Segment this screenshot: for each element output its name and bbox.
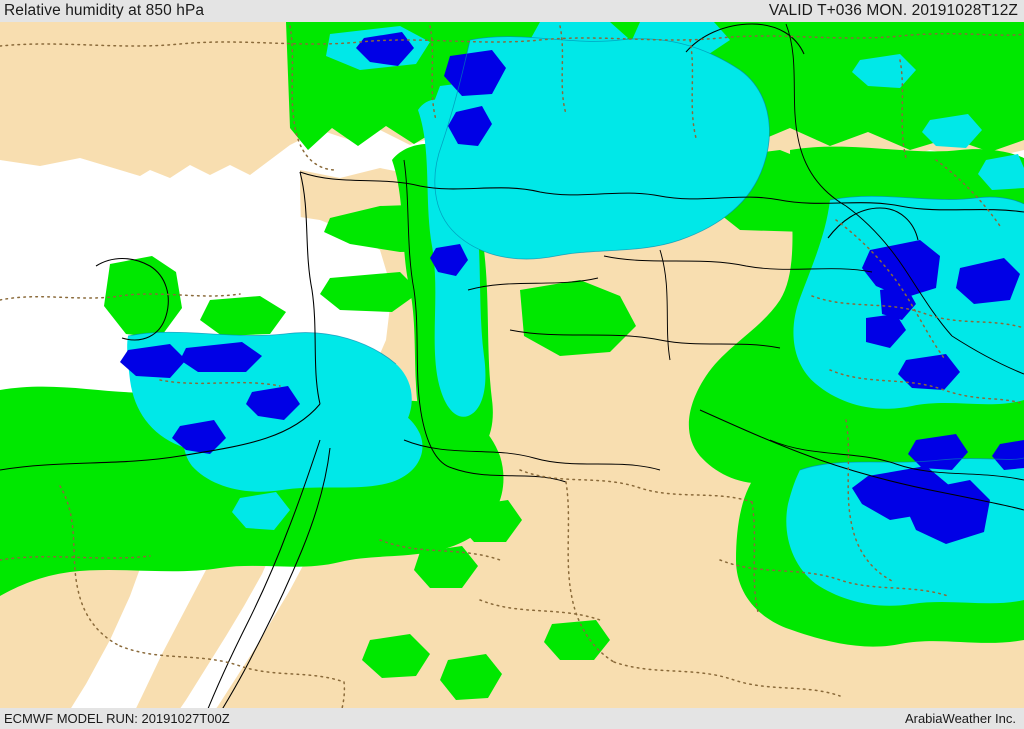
map-header-bar: Relative humidity at 850 hPa VALID T+036… xyxy=(0,0,1024,22)
attribution-label: ArabiaWeather Inc. xyxy=(904,711,1016,726)
political-border-solid-layer xyxy=(403,23,1024,483)
model-run-label: ECMWF MODEL RUN: 20191027T00Z xyxy=(4,711,230,726)
contour-outline-layer xyxy=(127,36,1024,471)
political-border-dotted-layer xyxy=(0,25,1024,729)
coastline-layer xyxy=(0,23,1024,729)
valid-time-label: VALID T+036 MON. 20191028T12Z xyxy=(768,2,1018,19)
humidity-band-blue xyxy=(120,32,1024,544)
page-title: Relative humidity at 850 hPa xyxy=(4,2,205,19)
map-footer-bar: ECMWF MODEL RUN: 20191027T00Z ArabiaWeat… xyxy=(0,708,1024,729)
